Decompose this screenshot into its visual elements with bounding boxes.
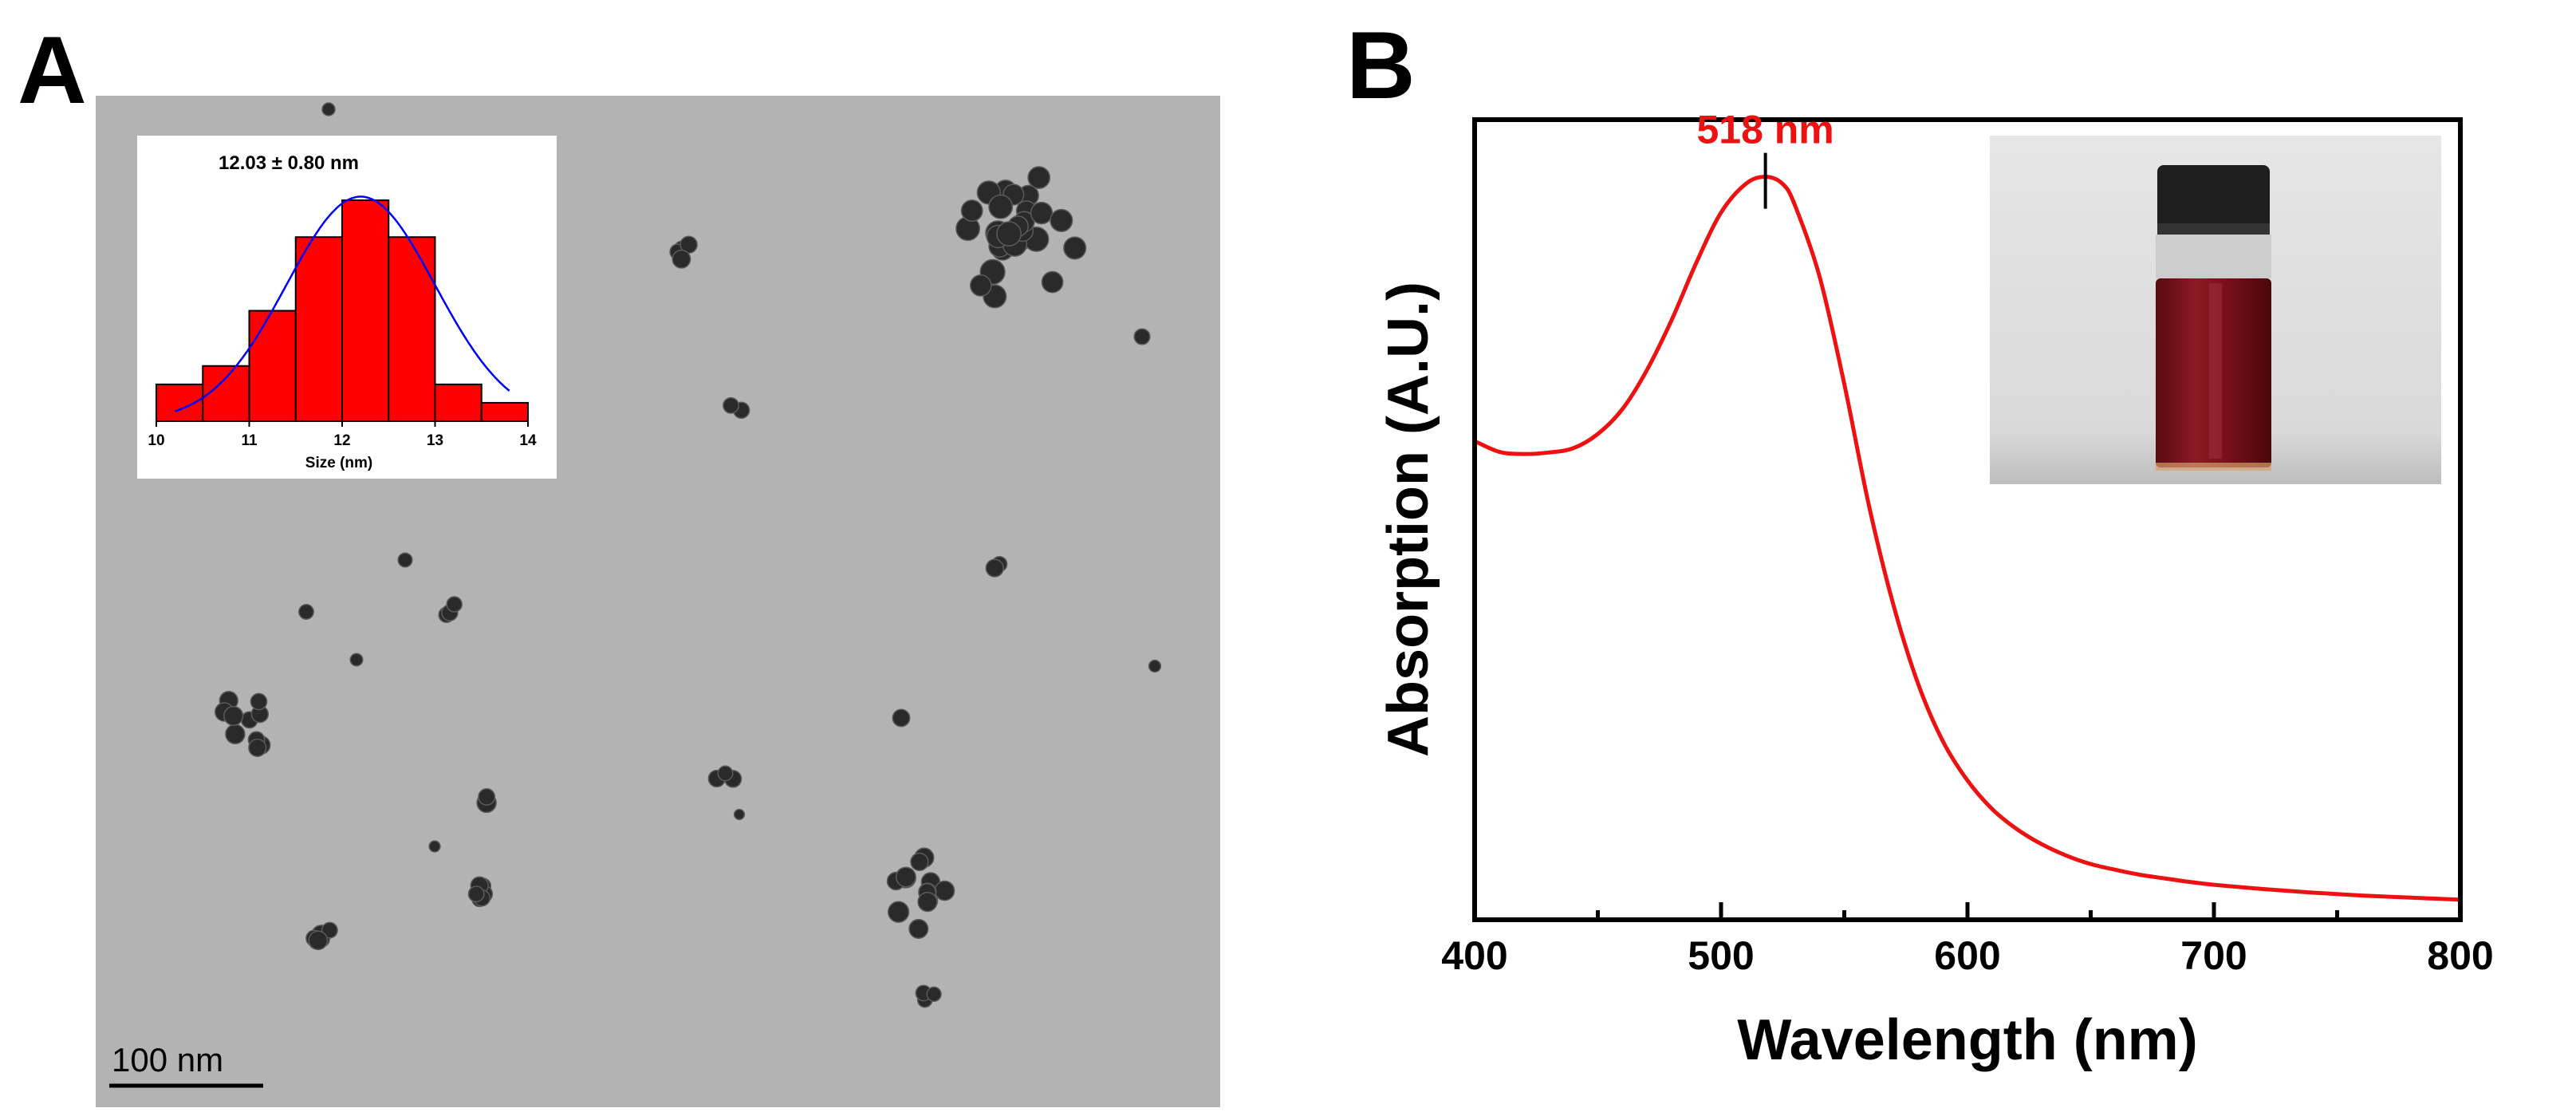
nanoparticle	[926, 986, 942, 1002]
nanoparticle	[428, 840, 441, 853]
nanoparticle	[250, 692, 268, 711]
nanoparticle	[723, 396, 739, 414]
scale-bar-label: 100 nm	[112, 1041, 223, 1079]
histogram-tick-label: 14	[519, 432, 537, 449]
peak-label: 518 nm	[1696, 108, 1834, 152]
nanoparticle	[223, 705, 244, 726]
histogram-tick-label: 13	[427, 432, 443, 449]
nanoparticle	[349, 653, 364, 667]
panel-label-b: B	[1346, 12, 1416, 119]
nanoparticle	[478, 788, 496, 806]
histogram-bar	[341, 199, 390, 422]
x-tick-label: 500	[1688, 933, 1754, 978]
x-tick-label: 600	[1934, 933, 2000, 978]
histogram-bar	[480, 401, 529, 422]
nanoparticle	[969, 274, 992, 297]
spectrum-x-ticks: 400 500 600 700 800	[1441, 902, 2494, 978]
nanoparticle	[467, 885, 485, 903]
nanoparticle	[1050, 208, 1073, 232]
histogram-bar	[434, 383, 483, 423]
histogram-bar	[294, 236, 343, 422]
histogram-bar	[248, 310, 297, 422]
nanoparticle	[733, 808, 746, 821]
gaussian-fit-curve	[174, 195, 510, 412]
nanoparticle	[225, 724, 246, 745]
vial-liquid	[2156, 278, 2271, 467]
nanoparticle	[397, 552, 413, 568]
vial-highlight	[2209, 283, 2222, 459]
vial-base-reflection	[2156, 463, 2271, 471]
histogram-x-ticks: 10 11 12 13 14	[148, 421, 537, 449]
x-tick-label: 800	[2427, 933, 2493, 978]
x-axis-title: Wavelength (nm)	[1737, 1008, 2197, 1072]
vial-cap-rim	[2157, 223, 2270, 235]
nanoparticle	[910, 852, 929, 872]
nanoparticle	[908, 918, 929, 939]
histogram-tick-label: 12	[333, 432, 350, 449]
plot-frame	[1472, 117, 2463, 922]
nanoparticle	[895, 866, 916, 888]
nanoparticle	[298, 604, 314, 620]
nanoparticle	[1148, 659, 1162, 673]
absorption-series-line	[1473, 175, 2461, 902]
nanoparticle	[934, 880, 955, 901]
nanoparticle	[1030, 201, 1054, 225]
x-tick-label: 700	[2180, 933, 2247, 978]
panel-label-a: A	[18, 17, 87, 124]
nanoparticle	[1041, 270, 1064, 294]
histogram-bar	[388, 236, 436, 422]
histogram-x-label: Size (nm)	[305, 455, 372, 471]
nanoparticle	[321, 921, 338, 939]
histogram-tick-label: 11	[241, 432, 258, 449]
nanoparticle	[321, 102, 336, 116]
histogram-title: 12.03 ± 0.80 nm	[219, 152, 359, 174]
vial-cap	[2157, 165, 2270, 232]
y-axis-title: Absorption (A.U.)	[1377, 282, 1440, 757]
nanoparticle	[446, 596, 463, 613]
nanoparticle-clusters	[214, 102, 1162, 1008]
nanoparticle	[960, 199, 983, 223]
nanoparticle	[887, 901, 910, 923]
histogram-bar	[202, 365, 250, 422]
histogram-tick-label: 10	[148, 432, 164, 449]
nanoparticle	[1027, 166, 1051, 189]
nanoparticle	[988, 194, 1014, 219]
vial-photograph	[1990, 136, 2441, 484]
nanoparticle	[892, 708, 911, 728]
nanoparticle	[248, 738, 267, 757]
nanoparticle	[917, 891, 938, 913]
nanoparticle	[308, 930, 329, 951]
vial-glass-top	[2156, 235, 2271, 278]
x-tick-label: 400	[1441, 933, 1507, 978]
absorption-spectrum: 400 500 600 700 800 518 nm Wavelength (nm) A…	[1377, 108, 2494, 1072]
nanoparticle	[996, 221, 1022, 246]
histogram-bars	[156, 199, 529, 423]
nanoparticle	[1063, 236, 1087, 260]
nanoparticle	[1133, 328, 1151, 345]
nanoparticle	[672, 249, 691, 269]
nanoparticle	[717, 765, 734, 782]
size-histogram-inset: 12.03 ± 0.80 nm 10 11 12 13 14 Size (nm)	[137, 136, 557, 479]
nanoparticle	[985, 558, 1004, 578]
